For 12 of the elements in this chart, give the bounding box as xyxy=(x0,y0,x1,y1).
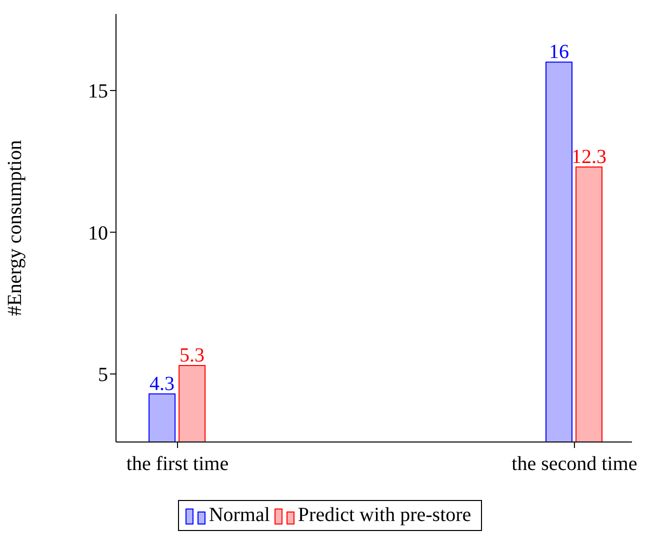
x-tick-label: the first time xyxy=(126,453,229,476)
data-label: 5.3 xyxy=(180,344,205,366)
data-label: 16 xyxy=(548,41,569,64)
y-tick-label: 5 xyxy=(98,364,108,386)
legend-label: Predict with pre-store xyxy=(298,504,472,527)
y-axis-title: #Energy consumption xyxy=(4,140,26,316)
data-label: 12.3 xyxy=(571,146,606,168)
y-tick-label: 10 xyxy=(88,222,108,244)
x-tick-label: the second time xyxy=(512,453,638,476)
legend-label: Normal xyxy=(208,504,270,527)
data-label: 4.3 xyxy=(150,372,175,395)
y-tick-label: 15 xyxy=(88,80,108,103)
